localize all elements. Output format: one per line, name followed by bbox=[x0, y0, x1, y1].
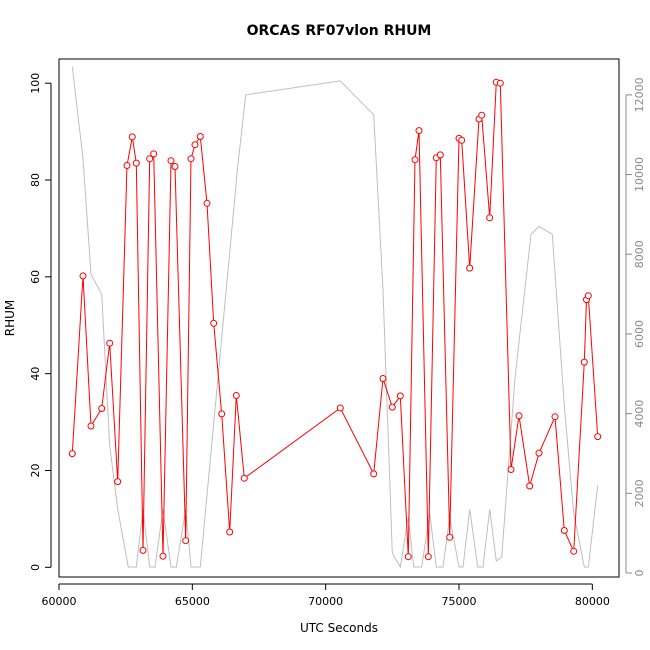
right-tick-label: 4000 bbox=[633, 400, 646, 428]
rhum-point bbox=[182, 537, 190, 545]
rhum-point bbox=[139, 546, 147, 554]
rhum-point bbox=[458, 136, 466, 144]
right-tick-label: 6000 bbox=[633, 320, 646, 348]
rhum-point bbox=[146, 155, 154, 163]
right-tick-label: 12000 bbox=[633, 77, 646, 112]
rhum-point bbox=[584, 292, 592, 300]
x-tick-label: 80000 bbox=[575, 595, 610, 608]
rhum-point bbox=[167, 157, 175, 165]
rhum-point bbox=[336, 404, 344, 412]
right-tick-label: 0 bbox=[633, 570, 646, 577]
rhum-point bbox=[87, 422, 95, 430]
right-axis: 0 2000 4000 6000 8000 10000 12000 bbox=[625, 77, 646, 577]
rhum-point bbox=[106, 339, 114, 347]
rhum-point bbox=[507, 466, 515, 473]
x-tick-label: 75000 bbox=[442, 595, 477, 608]
rhum-point bbox=[486, 214, 494, 222]
series-layer bbox=[68, 66, 602, 569]
y-tick-label: 0 bbox=[29, 564, 42, 571]
rhum-point bbox=[535, 449, 543, 457]
rhum-series-line bbox=[71, 81, 599, 557]
rhum-point bbox=[436, 151, 444, 159]
right-tick-label: 8000 bbox=[633, 240, 646, 268]
rhum-point bbox=[570, 547, 578, 555]
rhum-point bbox=[404, 553, 412, 561]
x-tick-label: 60000 bbox=[42, 595, 77, 608]
rhum-point bbox=[560, 527, 568, 534]
rhum-point bbox=[98, 405, 106, 412]
right-tick-label: 10000 bbox=[633, 157, 646, 192]
x-axis-label: UTC Seconds bbox=[300, 621, 378, 635]
plot-frame bbox=[58, 58, 620, 578]
rhum-point bbox=[191, 141, 199, 149]
rhum-point bbox=[551, 413, 559, 421]
rhum-point bbox=[203, 199, 211, 207]
left-axis: 0 20 40 60 80 100 bbox=[29, 73, 52, 571]
rhum-point bbox=[466, 264, 474, 272]
rhum-point bbox=[226, 528, 234, 536]
rhum-point bbox=[411, 156, 419, 164]
rhum-point bbox=[68, 450, 76, 458]
rhum-point bbox=[196, 133, 204, 140]
y-tick-label: 80 bbox=[29, 173, 42, 187]
bottom-axis: 60000 65000 70000 75000 80000 bbox=[42, 583, 610, 608]
y-tick-label: 20 bbox=[29, 463, 42, 477]
rhum-point bbox=[159, 552, 167, 560]
rhum-point bbox=[79, 272, 87, 280]
rhum-point bbox=[171, 163, 179, 170]
x-tick-label: 65000 bbox=[175, 595, 210, 608]
rhum-point bbox=[150, 150, 158, 158]
rhum-point bbox=[388, 403, 396, 411]
rhum-point bbox=[515, 412, 523, 420]
right-tick-label: 2000 bbox=[633, 479, 646, 507]
y-tick-label: 40 bbox=[29, 367, 42, 381]
rhum-point bbox=[446, 533, 454, 541]
rhum-point bbox=[396, 392, 404, 400]
rhum-point bbox=[210, 319, 218, 327]
secondary-series-line bbox=[71, 66, 599, 569]
rhum-point bbox=[424, 553, 432, 561]
y-tick-label: 60 bbox=[29, 270, 42, 284]
rhum-point bbox=[128, 133, 136, 141]
rhum-point bbox=[415, 127, 423, 135]
rhum-point bbox=[123, 162, 131, 169]
y-tick-label: 100 bbox=[29, 73, 42, 94]
rhum-point bbox=[114, 478, 122, 486]
rhum-point bbox=[218, 410, 226, 418]
rhum-point bbox=[232, 392, 240, 399]
x-tick-label: 70000 bbox=[308, 595, 343, 608]
rhum-point bbox=[478, 111, 486, 119]
rhum-point bbox=[132, 159, 140, 167]
chart-title: ORCAS RF07vlon RHUM bbox=[247, 23, 432, 39]
rhum-point bbox=[580, 358, 588, 366]
rhum-point bbox=[526, 482, 534, 490]
rhum-point bbox=[187, 155, 195, 163]
rhum-point bbox=[370, 470, 378, 478]
rhum-point bbox=[379, 375, 387, 382]
rhum-point bbox=[240, 474, 248, 482]
rhum-point bbox=[594, 433, 602, 441]
rhum-point bbox=[496, 79, 504, 87]
y-axis-label: RHUM bbox=[3, 300, 17, 337]
